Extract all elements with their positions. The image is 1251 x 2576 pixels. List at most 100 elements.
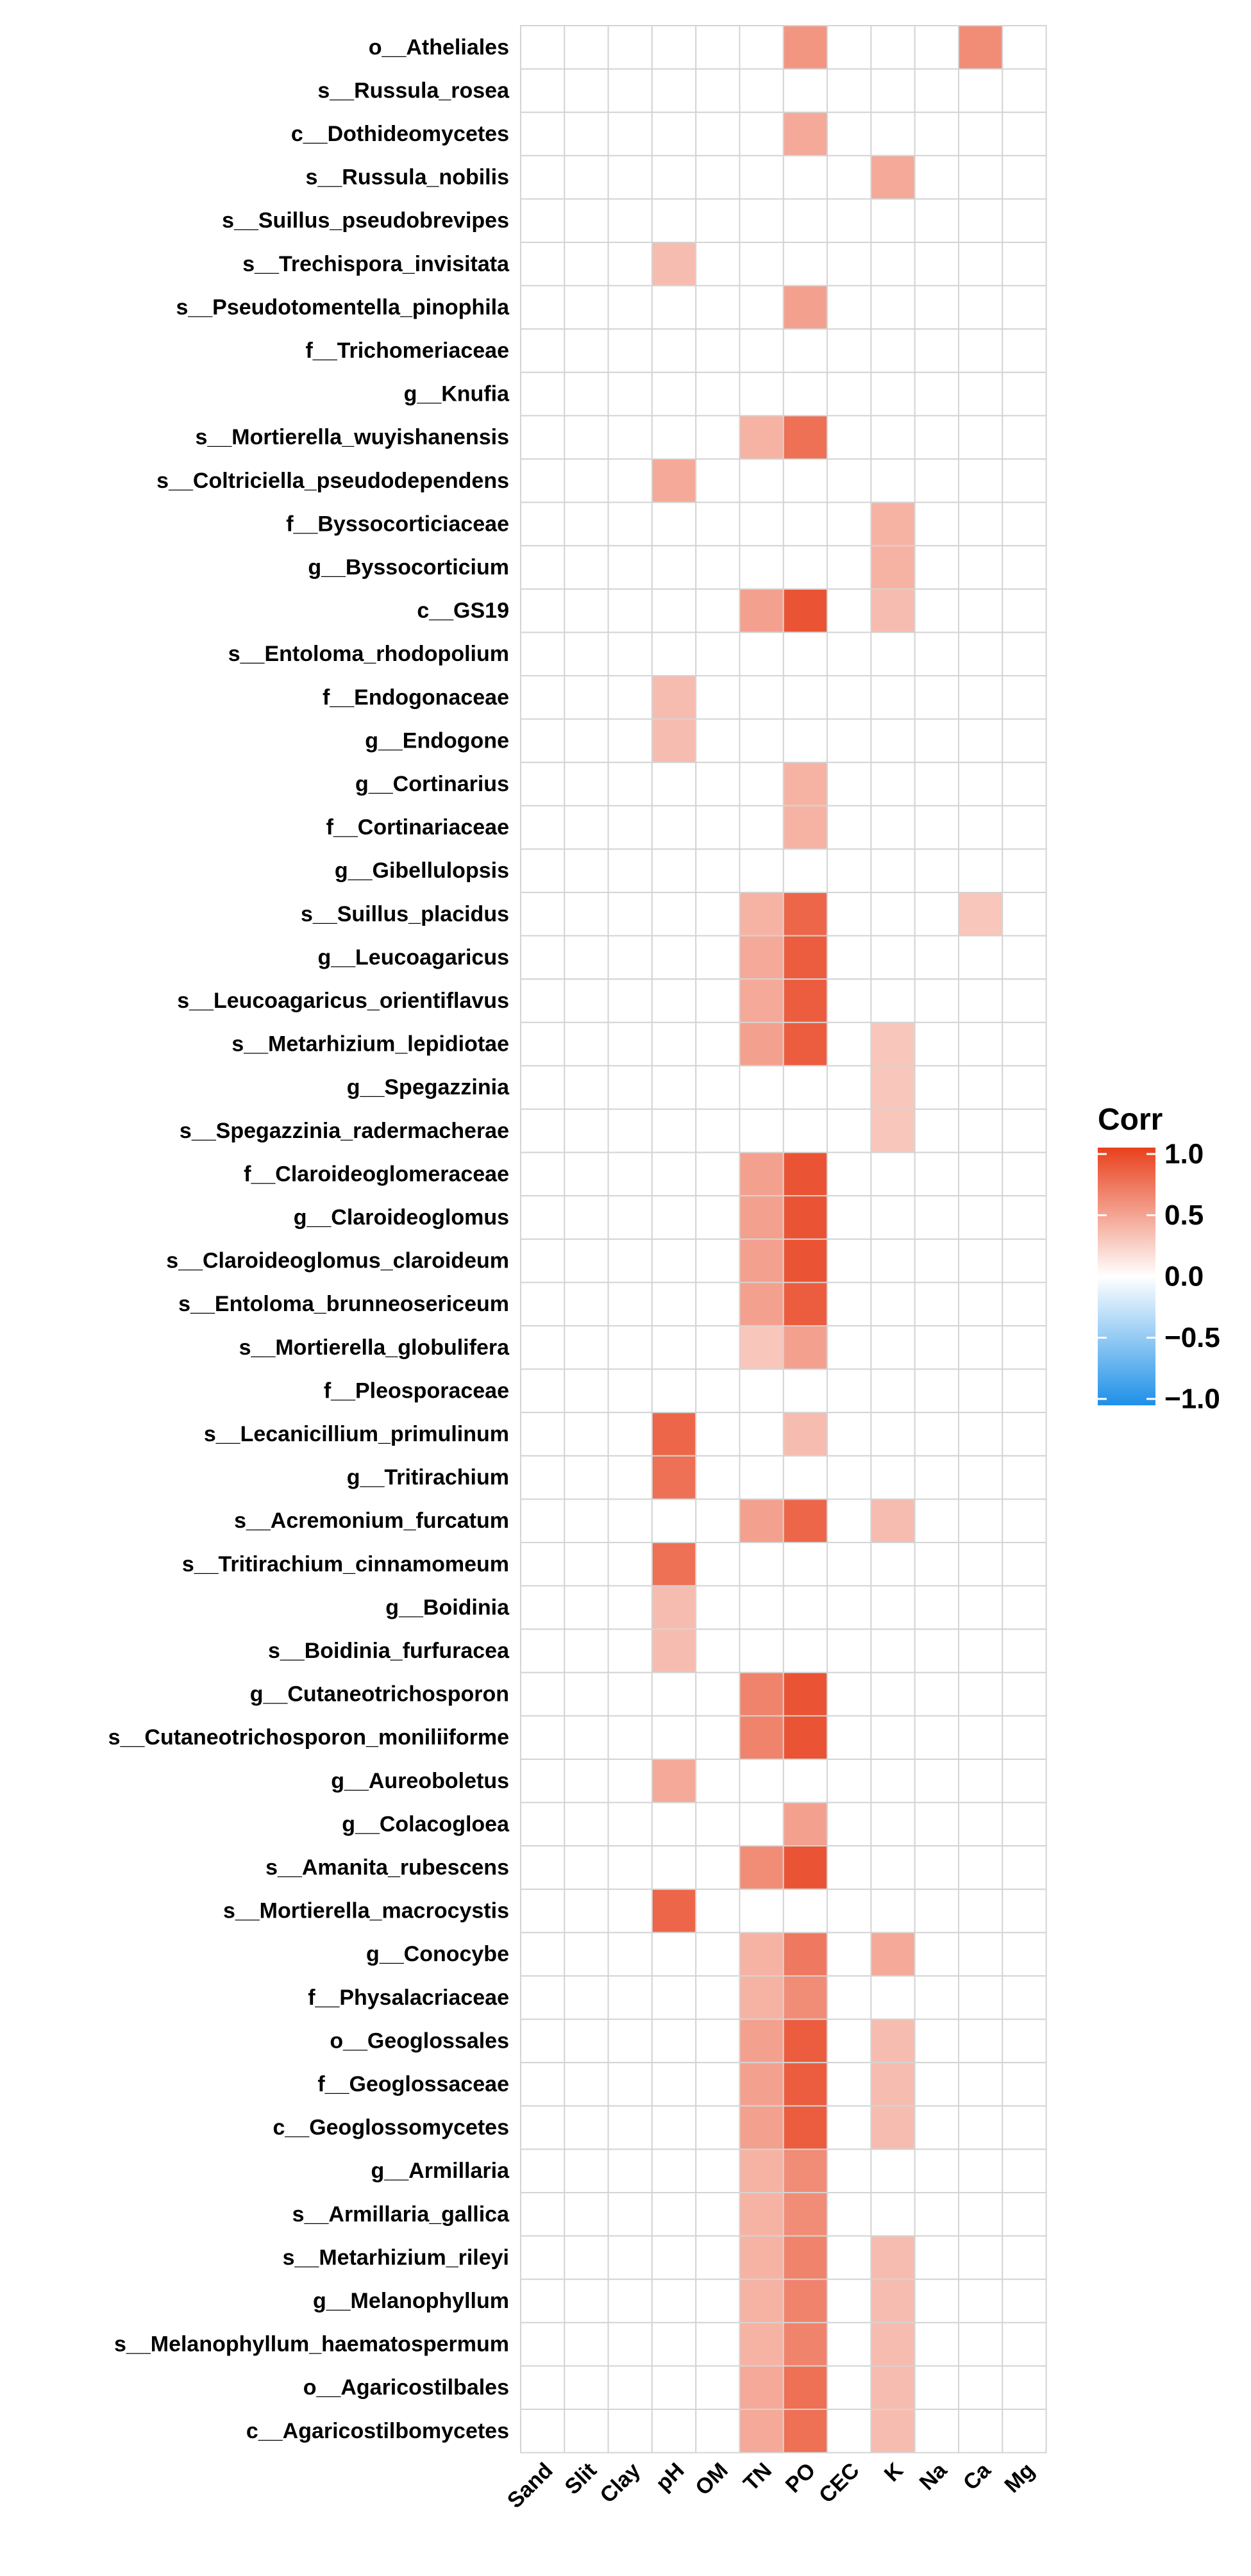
heatmap-cell <box>695 1585 741 1630</box>
heatmap-cell <box>695 155 741 200</box>
heatmap-cell <box>651 1195 697 1240</box>
heatmap-cell <box>914 1975 959 2020</box>
heatmap-cell <box>564 631 609 677</box>
heatmap-cell <box>1002 1455 1047 1500</box>
heatmap-cell <box>958 2279 1003 2323</box>
heatmap-cell <box>739 935 784 980</box>
row-label: g__Conocybe <box>366 1942 509 1966</box>
heatmap-cell <box>651 1151 697 1197</box>
legend-ticks: 1.0 0.5 0.0 −0.5 −1.0 <box>1098 1139 1220 1415</box>
heatmap-cell <box>739 2192 784 2237</box>
heatmap-cell <box>782 458 828 503</box>
heatmap-cell <box>564 242 609 287</box>
heatmap-cell <box>651 1802 697 1847</box>
heatmap-cell <box>695 1065 741 1110</box>
heatmap-cell <box>1002 2279 1047 2323</box>
heatmap-cell <box>651 371 697 417</box>
heatmap-cell <box>958 1585 1003 1630</box>
heatmap-cell <box>914 848 959 894</box>
row-label: c__Geoglossomycetes <box>273 2116 509 2140</box>
row-label: f__Physalacriaceae <box>308 1986 509 2010</box>
heatmap-cell <box>1002 2235 1047 2280</box>
heatmap-cell <box>520 2105 566 2150</box>
row-label: g__Claroideoglomus <box>294 1205 509 1230</box>
heatmap-cell <box>827 1325 872 1370</box>
heatmap-cell <box>651 1542 697 1587</box>
heatmap-cell <box>607 1195 653 1240</box>
heatmap-cell <box>564 25 609 70</box>
row-label: s__Trechispora_invisitata <box>242 252 510 276</box>
heatmap-cell <box>520 762 566 807</box>
heatmap-cell <box>1002 545 1047 590</box>
column-label: Na <box>915 2457 952 2495</box>
heatmap-cell <box>958 112 1003 156</box>
heatmap-cell <box>520 1888 566 1934</box>
heatmap-cell <box>651 242 697 287</box>
heatmap-cell <box>695 2321 741 2367</box>
heatmap-cell <box>782 1108 828 1153</box>
legend-tick-label: −0.5 <box>1164 1322 1220 1353</box>
row-label: s__Claroideoglomus_claroideum <box>166 1249 509 1273</box>
heatmap-cell <box>827 2409 872 2454</box>
heatmap-cell <box>651 1455 697 1500</box>
heatmap-cell <box>958 1021 1003 1067</box>
heatmap-cell <box>607 2192 653 2237</box>
heatmap-cell <box>739 2148 784 2193</box>
heatmap-cell <box>870 1021 916 1067</box>
heatmap-cell <box>827 2018 872 2064</box>
heatmap-cell <box>782 2235 828 2280</box>
heatmap-cell <box>958 2235 1003 2280</box>
heatmap-cell <box>695 285 741 330</box>
heatmap-cell <box>564 1759 609 1803</box>
heatmap-cell <box>870 545 916 590</box>
heatmap-cell <box>1002 848 1047 894</box>
heatmap-cell <box>739 1759 784 1803</box>
heatmap-cell <box>564 1151 609 1197</box>
heatmap-cell <box>870 935 916 980</box>
heatmap-cell <box>651 631 697 677</box>
heatmap-cell <box>827 155 872 200</box>
heatmap-cell <box>607 2279 653 2323</box>
heatmap-cell <box>564 1412 609 1457</box>
heatmap-cell <box>651 762 697 807</box>
heatmap-cell <box>739 1238 784 1284</box>
heatmap-cell <box>958 805 1003 850</box>
heatmap-cell <box>827 588 872 633</box>
heatmap-cell <box>607 501 653 547</box>
heatmap-cell <box>520 285 566 330</box>
heatmap-cell <box>651 1932 697 1977</box>
heatmap-cell <box>870 1325 916 1370</box>
heatmap-cell <box>607 1975 653 2020</box>
row-label: c__Agaricostilbomycetes <box>246 2419 509 2443</box>
row-label: f__Trichomeriaceae <box>305 339 509 363</box>
heatmap-cell <box>739 588 784 633</box>
column-label: pH <box>651 2458 689 2496</box>
row-label: s__Mortierella_macrocystis <box>223 1899 509 1923</box>
heatmap-cell <box>520 112 566 156</box>
heatmap-cell <box>520 501 566 547</box>
heatmap-cell <box>1002 2365 1047 2410</box>
heatmap-cell <box>520 2365 566 2410</box>
heatmap-cell <box>695 2148 741 2193</box>
heatmap-cell <box>870 631 916 677</box>
heatmap-cell <box>607 328 653 373</box>
heatmap-cell <box>739 1671 784 1717</box>
heatmap-cell <box>520 1628 566 1673</box>
heatmap-cell <box>651 2321 697 2367</box>
legend-tick-label: 0.0 <box>1164 1261 1204 1292</box>
heatmap-cell <box>958 1715 1003 1760</box>
heatmap-cell <box>1002 588 1047 633</box>
heatmap-cell <box>958 2018 1003 2064</box>
heatmap-cell <box>870 198 916 243</box>
heatmap-cell <box>520 2148 566 2193</box>
heatmap-cell <box>870 242 916 287</box>
heatmap-cell <box>782 328 828 373</box>
heatmap-cell <box>607 892 653 937</box>
row-label: g__Aureoboletus <box>331 1769 509 1793</box>
heatmap-cell <box>958 415 1003 460</box>
heatmap-cell <box>827 2321 872 2367</box>
heatmap-cell <box>914 1282 959 1327</box>
heatmap-cell <box>1002 2409 1047 2454</box>
heatmap-cell <box>782 2409 828 2454</box>
heatmap-cell <box>564 1021 609 1067</box>
